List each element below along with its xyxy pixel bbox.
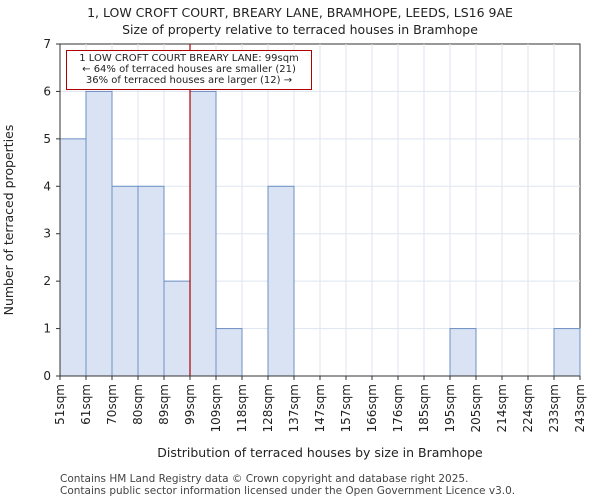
property-annotation-box: 1 LOW CROFT COURT BREARY LANE: 99sqm ← 6… (66, 50, 312, 90)
footer-copyright: Contains HM Land Registry data © Crown c… (60, 473, 469, 485)
x-tick-label: 99sqm (183, 384, 197, 425)
histogram-bar (137, 185, 165, 377)
y-tick-label: 4 (43, 179, 51, 193)
histogram-bar (267, 185, 295, 377)
y-tick-label: 1 (43, 322, 51, 336)
y-tick-label: 3 (43, 227, 51, 241)
y-axis-title: Number of terraced properties (1, 125, 16, 316)
x-tick-label: 128sqm (261, 384, 275, 432)
histogram-bar (59, 138, 87, 377)
x-tick-label: 195sqm (443, 384, 457, 432)
histogram-bar (111, 185, 139, 377)
chart-title: 1, LOW CROFT COURT, BREARY LANE, BRAMHOP… (87, 5, 513, 20)
x-tick-label: 147sqm (313, 384, 327, 432)
chart-subtitle: Size of property relative to terraced ho… (122, 22, 478, 37)
x-tick-label: 109sqm (209, 384, 223, 432)
x-tick-label: 166sqm (365, 384, 379, 432)
x-axis-title: Distribution of terraced houses by size … (157, 445, 483, 460)
x-tick-label: 157sqm (339, 384, 353, 432)
histogram-bar (449, 328, 477, 377)
y-tick-label: 5 (43, 132, 51, 146)
histogram-bar (189, 90, 217, 377)
y-tick-label: 0 (43, 369, 51, 383)
x-tick-label: 51sqm (53, 384, 67, 425)
footer-licence: Contains public sector information licen… (60, 485, 516, 497)
x-tick-label: 214sqm (495, 384, 509, 432)
x-tick-label: 61sqm (79, 384, 93, 425)
x-tick-label: 224sqm (521, 384, 535, 432)
annotation-smaller-share: ← 64% of terraced houses are smaller (21… (82, 64, 296, 75)
x-tick-label: 70sqm (105, 384, 119, 425)
histogram-bar (163, 280, 191, 377)
x-tick-label: 80sqm (131, 384, 145, 425)
x-tick-label: 243sqm (573, 384, 587, 432)
y-tick-label: 2 (43, 274, 51, 288)
y-tick-label: 6 (43, 84, 51, 98)
x-tick-label: 137sqm (287, 384, 301, 432)
x-tick-label: 205sqm (469, 384, 483, 432)
x-tick-label: 233sqm (547, 384, 561, 432)
annotation-property-label: 1 LOW CROFT COURT BREARY LANE: 99sqm (79, 53, 299, 64)
x-tick-label: 185sqm (417, 384, 431, 432)
annotation-larger-share: 36% of terraced houses are larger (12) → (85, 75, 293, 86)
x-tick-label: 176sqm (391, 384, 405, 432)
histogram-bar (553, 328, 581, 377)
histogram-bar (215, 328, 243, 377)
x-tick-label: 118sqm (235, 384, 249, 432)
histogram-bar (85, 90, 113, 377)
x-tick-label: 89sqm (157, 384, 171, 425)
y-tick-label: 7 (43, 37, 51, 51)
